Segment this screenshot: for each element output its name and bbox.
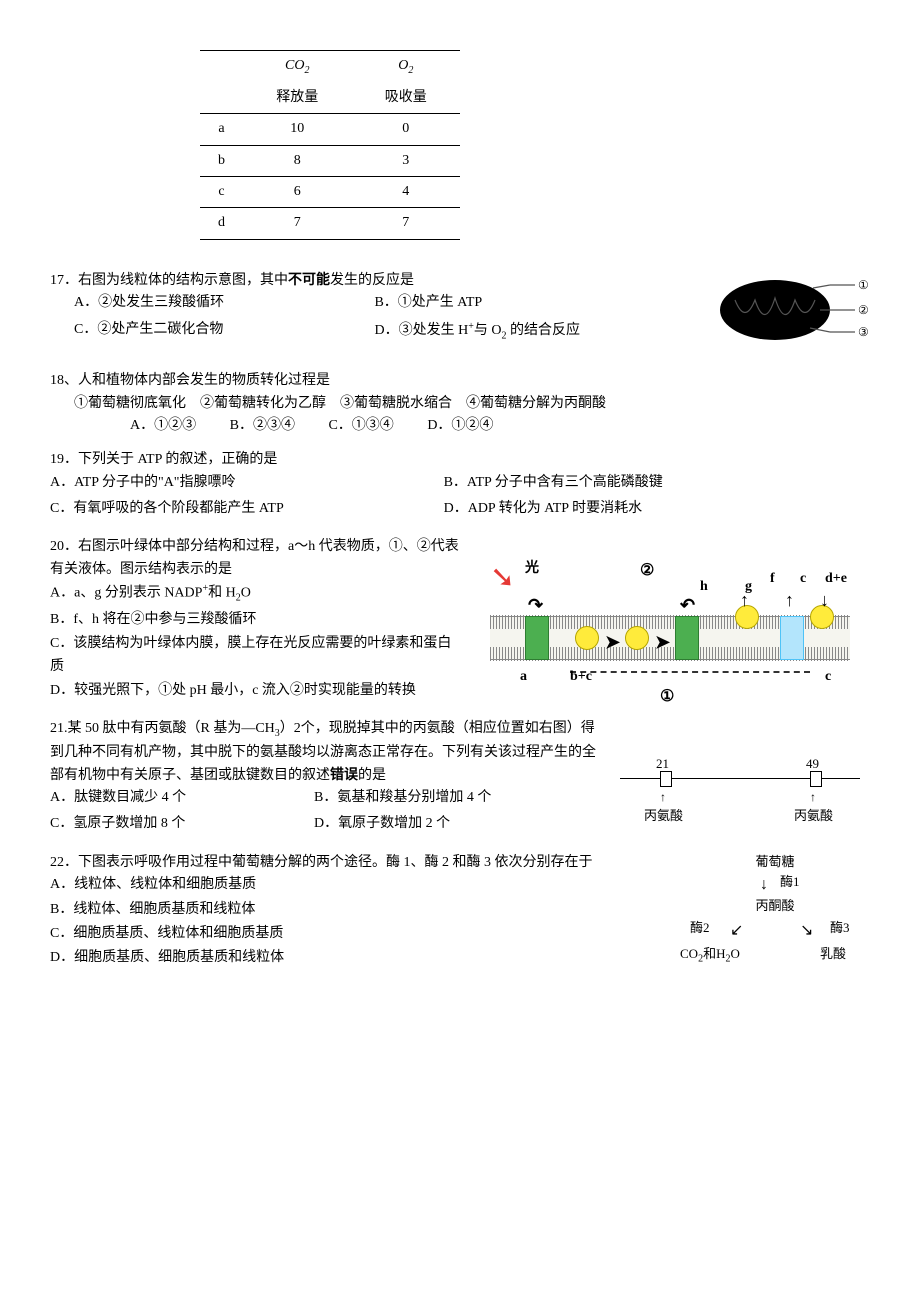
q19-opt-b: B．ATP 分子中含有三个高能磷酸键 (444, 472, 838, 494)
q21-opt-d: D．氧原子数增加 2 个 (314, 813, 578, 835)
svg-text:③: ③ (858, 325, 869, 339)
q19-opt-d: D．ADP 转化为 ATP 时要消耗水 (444, 498, 838, 520)
co2-sub: 释放量 (243, 83, 351, 114)
o2-sub: 吸收量 (352, 83, 461, 114)
q22-opt-b: B．线粒体、细胞质基质和线粒体 (50, 899, 670, 921)
q18-opt-c: C．①③④ (328, 418, 393, 433)
question-17: 17．右图为线粒体的结构示意图，其中不可能发生的反应是 A．②处发生三羧酸循环 … (50, 270, 870, 358)
q21-opt-c: C．氢原子数增加 8 个 (50, 813, 314, 835)
question-21: 21.某 50 肽中有丙氨酸（R 基为—CH3）2个，现脱掉其中的丙氨酸（相应位… (50, 718, 870, 839)
question-22: 22．下图表示呼吸作用过程中葡萄糖分解的两个途径。酶 1、酶 2 和酶 3 依次… (50, 852, 870, 1002)
gas-exchange-table: CO2 O2 释放量 吸收量 a100 b83 c64 d77 (200, 50, 460, 240)
glycolysis-figure: 葡萄糖 ↓ 酶1 丙酮酸 ↙ ↘ 酶2 酶3 CO2和H2O 乳酸 (680, 852, 870, 1002)
q18-opt-d: D．①②④ (427, 418, 493, 433)
table-row: b83 (200, 145, 460, 176)
question-20: 20．右图示叶绿体中部分结构和过程，a～h 代表物质，①、②代表有关液体。图示结… (50, 536, 870, 706)
svg-text:②: ② (858, 303, 869, 317)
o2-header: O2 (398, 58, 413, 73)
q17-opt-d: D．③处发生 H+与 O2 的结合反应 (374, 319, 674, 344)
co2-header: CO2 (285, 58, 309, 73)
chloroplast-figure: ➘ 光 ② ➤ ➤ ↷ ↶ ↑ ↑ ↓ a b+c h g f c d+e (470, 536, 870, 706)
table-row: d77 (200, 208, 460, 239)
q17-opt-b: B．①处产生 ATP (374, 292, 674, 314)
q21-opt-b: B．氨基和羧基分别增加 4 个 (314, 787, 578, 809)
svg-text:①: ① (858, 278, 869, 292)
peptide-figure: 21 49 ↑ ↑ 丙氨酸 丙氨酸 (610, 748, 870, 828)
q19-opt-a: A．ATP 分子中的"A"指腺嘌呤 (50, 472, 444, 494)
q20-opt-d: D．较强光照下，①处 pH 最小，c 流入②时实现能量的转换 (50, 680, 460, 702)
q20-opt-a: A．a、g 分别表示 NADP+和 H2O (50, 581, 460, 606)
q19-opt-c: C．有氧呼吸的各个阶段都能产生 ATP (50, 498, 444, 520)
table-row: c64 (200, 176, 460, 207)
q18-opt-b: B．②③④ (230, 418, 295, 433)
q20-opt-c: C．该膜结构为叶绿体内膜，膜上存在光反应需要的叶绿素和蛋白质 (50, 633, 460, 678)
q18-opt-a: A．①②③ (130, 418, 196, 433)
q22-opt-c: C．细胞质基质、线粒体和细胞质基质 (50, 923, 670, 945)
q17-opt-c: C．②处产生二碳化合物 (74, 319, 374, 344)
q22-opt-a: A．线粒体、线粒体和细胞质基质 (50, 874, 670, 896)
q18-sub: ①葡萄糖彻底氧化 ②葡萄糖转化为乙醇 ③葡萄糖脱水缩合 ④葡萄糖分解为丙酮酸 (74, 393, 870, 415)
q17-opt-a: A．②处发生三羧酸循环 (74, 292, 374, 314)
q20-opt-b: B．f、h 将在②中参与三羧酸循环 (50, 609, 460, 631)
question-18: 18、人和植物体内部会发生的物质转化过程是 ①葡萄糖彻底氧化 ②葡萄糖转化为乙醇… (50, 370, 870, 437)
q22-opt-d: D．细胞质基质、细胞质基质和线粒体 (50, 947, 670, 969)
mitochondrion-figure: ① ② ③ (710, 270, 870, 358)
table-row: a100 (200, 114, 460, 145)
question-19: 19．下列关于 ATP 的叙述，正确的是 A．ATP 分子中的"A"指腺嘌呤 B… (50, 449, 870, 524)
q21-opt-a: A．肽键数目减少 4 个 (50, 787, 314, 809)
